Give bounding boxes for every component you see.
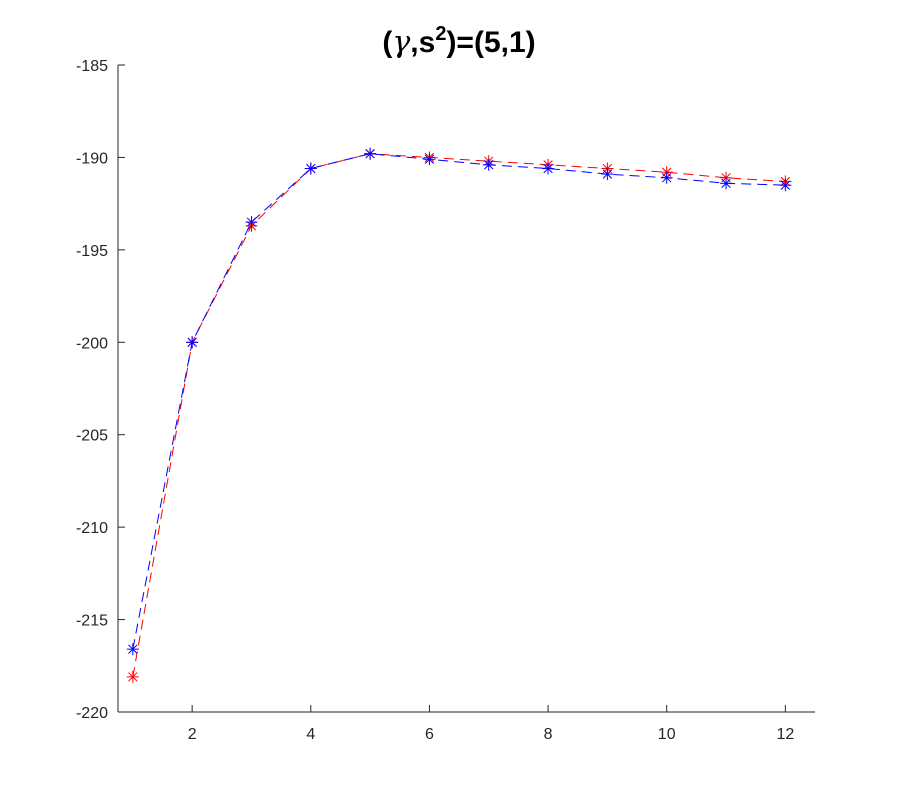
title-prefix: ( <box>382 26 392 59</box>
y-tick-label: -210 <box>76 520 108 537</box>
y-tick-label: -190 <box>76 150 108 167</box>
x-tick-label: 12 <box>776 726 794 743</box>
series-2 <box>126 147 792 656</box>
y-tick-label: -195 <box>76 243 108 260</box>
data-point-marker <box>304 162 317 175</box>
data-point-marker <box>601 168 614 181</box>
data-point-marker <box>126 670 139 683</box>
x-tick-label: 6 <box>425 726 434 743</box>
data-point-marker <box>423 153 436 166</box>
data-point-marker <box>126 643 139 656</box>
title-gamma: γ <box>392 25 410 60</box>
series-1 <box>126 147 792 683</box>
x-tick-label: 4 <box>306 726 315 743</box>
data-point-marker <box>720 177 733 190</box>
y-tick-label: -200 <box>76 335 108 352</box>
series-line <box>132 153 786 677</box>
y-tick-label: -185 <box>76 58 108 75</box>
data-point-marker <box>364 147 377 160</box>
data-point-marker <box>186 336 199 349</box>
data-point-marker <box>245 216 258 229</box>
y-tick-label: -205 <box>76 428 108 445</box>
x-tick-label: 10 <box>658 726 676 743</box>
data-point-marker <box>779 179 792 192</box>
axes: -220 -215 -210 -205 -200 -195 -190 -185 2 4 6 8 10 12 <box>76 58 815 743</box>
data-point-marker <box>482 158 495 171</box>
series-line <box>132 153 786 650</box>
title-superscript: 2 <box>435 23 446 45</box>
title-suffix: )=(5,1) <box>446 26 535 59</box>
title-s: ,s <box>410 26 435 59</box>
x-tick-label: 8 <box>544 726 553 743</box>
x-tick-label: 2 <box>188 726 197 743</box>
series-group <box>126 147 792 683</box>
data-point-marker <box>542 162 555 175</box>
y-tick-label: -215 <box>76 613 108 630</box>
data-point-marker <box>660 171 673 184</box>
y-tick-label: -220 <box>76 705 108 722</box>
chart-title: (γ,s2)=(5,1) <box>382 23 535 60</box>
